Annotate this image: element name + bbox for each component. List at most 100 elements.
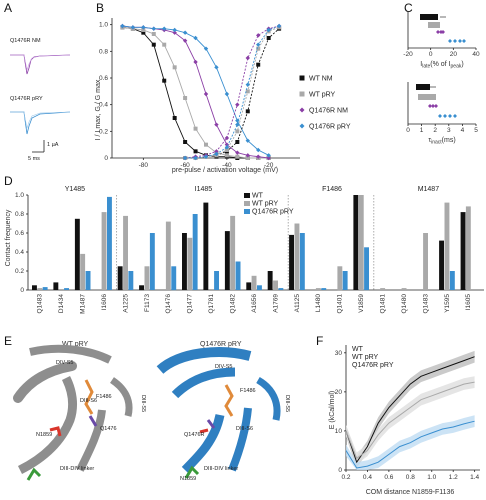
c-bot-tick-label: 4 (461, 127, 465, 134)
panel-f-ylabel: E (kCal/mol) (329, 391, 336, 430)
e-left-title: WT pRY (62, 341, 89, 348)
scale-x-label: 5 ms (28, 156, 40, 162)
trace2-pry (10, 111, 71, 135)
f-xtick-label: 0.6 (384, 474, 393, 481)
d-bar (64, 288, 69, 290)
b-point (204, 142, 208, 147)
c-bot-plot: 0 1 2 3 4 5 τinact(ms) (406, 82, 478, 146)
b-point (256, 147, 261, 153)
b-point (245, 55, 250, 61)
b-point (141, 25, 146, 30)
b-point (203, 46, 209, 51)
d-bar (444, 202, 450, 290)
f-ytick-label: 30 (335, 350, 343, 357)
c-top-tick-label: -20 (403, 51, 413, 58)
d-ytick-label: 0.8 (15, 211, 24, 218)
f-xtick-label: 0.4 (363, 474, 372, 481)
b-point (193, 59, 198, 65)
d-bar (171, 266, 177, 291)
c-bot-tick-label: 2 (433, 127, 437, 134)
b-point (245, 138, 250, 143)
c-bot-tick-label: 0 (406, 127, 410, 134)
e-right-q1476r: Q1476R (184, 432, 205, 438)
d-category-label: Q1477 (187, 294, 194, 314)
d-category-label: A1769 (272, 294, 279, 313)
d-bar (465, 206, 471, 290)
b-point (193, 35, 198, 41)
d-bar (235, 261, 241, 290)
d-bar (380, 288, 386, 290)
b-point (120, 23, 125, 29)
d-category-label: Q1476 (165, 294, 172, 314)
f-series-line (345, 356, 475, 464)
d-group-label: Y1485 (65, 186, 85, 193)
c-top-ticks: -20 0 20 40 (403, 48, 480, 58)
f-xtick-label: 1.2 (449, 474, 458, 481)
c-top-tick-label: 40 (472, 51, 480, 58)
panel-e-structures: WT pRY Q1476R pRY DIV-S5 DIII-S6 DIII-S5… (13, 341, 290, 482)
d-ytick-label: 0.2 (15, 268, 24, 275)
b-point (172, 27, 177, 33)
d-legend-label: WT (252, 193, 264, 200)
c-top-xlabel: Ilate(% of Ipeak) (420, 61, 463, 70)
c-bot-tick-label: 5 (474, 127, 478, 134)
d-legend-label: Q1476R pRY (252, 209, 294, 216)
c-top-tick-label: 0 (429, 51, 433, 58)
d-category-label: A1656 (251, 294, 258, 313)
panel-d-ylabel: Contact frequency (5, 209, 12, 266)
b-point (172, 30, 177, 35)
b-ytick-label: 0 (104, 155, 108, 162)
b-point (214, 149, 219, 154)
panel-b-xlabel: pre-pulse / activation voltage (mV) (172, 167, 278, 174)
d-bar (294, 223, 300, 290)
panel-label-c: C (404, 1, 413, 15)
d-bar (401, 288, 407, 290)
b-point (235, 122, 240, 127)
d-bar (42, 287, 48, 290)
d-bar (337, 266, 343, 291)
d-category-label: Q1483 (37, 294, 44, 314)
d-bar (165, 221, 171, 290)
d-group-label: I1485 (195, 186, 213, 193)
b-point (245, 89, 250, 94)
d-bar (353, 195, 359, 290)
e-left-dv-s5: DIV-S5 (56, 360, 73, 366)
c-bot-tick-label: 3 (447, 127, 451, 134)
e-left-n1859: N1859 (36, 432, 52, 438)
panel-f-xlabel: COM distance N1859-F1136 (366, 489, 455, 496)
b-point (130, 25, 136, 30)
d-bar (251, 275, 257, 291)
b-point (182, 155, 188, 161)
b-point (235, 129, 240, 134)
b-point (266, 27, 271, 33)
b-point (224, 135, 230, 141)
f-legend-label: WT pRY (352, 354, 379, 361)
b-point (266, 153, 271, 158)
b-point (193, 155, 198, 161)
b-point (151, 26, 156, 31)
b-point (224, 148, 229, 152)
b-legend-label: Q1476R pRY (309, 124, 351, 131)
b-legend-label: WT NM (309, 76, 333, 83)
f-series-line (345, 420, 475, 469)
e-left-structure: DIV-S5 DIII-S6 DIII-S5 DIII-DIV linker F… (13, 344, 146, 481)
c-bot-ticks: 0 1 2 3 4 5 (406, 124, 478, 134)
c-top-plot: -20 0 20 40 Ilate(% of Ipeak) (403, 12, 480, 70)
b-point (245, 82, 250, 87)
f-xtick-label: 1.0 (427, 474, 436, 481)
d-category-label: I1606 (101, 294, 108, 311)
d-bar (139, 285, 144, 291)
c-top-tick-label: 20 (450, 51, 458, 58)
b-point (224, 91, 230, 97)
d-category-label: Q1482 (230, 294, 237, 314)
b-point (235, 150, 240, 155)
d-legend-label: WT pRY (252, 201, 279, 208)
e-right-dv-s5: DIV-S5 (215, 364, 232, 370)
d-bar (144, 266, 150, 291)
d-bar (257, 285, 262, 291)
e-left-q1476: Q1476 (100, 426, 117, 432)
f-series-line (345, 381, 475, 460)
b-point (141, 30, 146, 35)
b-legend-marker (299, 91, 305, 97)
b-point (235, 154, 240, 159)
